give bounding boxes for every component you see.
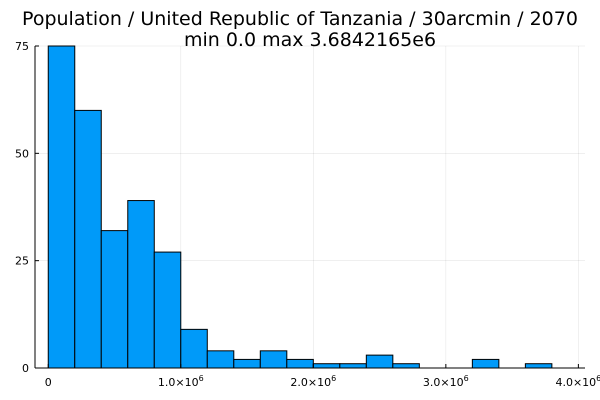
histogram-bar: [365, 354, 394, 369]
histogram-bar: [233, 358, 261, 369]
histogram-bar: [471, 358, 500, 369]
x-tick-label: 0: [45, 376, 52, 389]
histogram-bar: [180, 328, 208, 369]
x-tick-label: 4.0×106: [555, 374, 600, 389]
bars-layer: [47, 45, 553, 369]
y-tick-label: 75: [15, 40, 29, 53]
histogram-bar: [153, 251, 182, 369]
histogram-bar: [524, 363, 553, 369]
histogram-bar: [127, 200, 155, 369]
x-tick-label: 1.0×106: [158, 374, 204, 389]
y-tick-label: 25: [15, 255, 29, 268]
x-tick-label: 3.0×106: [423, 374, 469, 389]
histogram-bar: [47, 45, 76, 369]
histogram-bar: [206, 350, 235, 369]
histogram-bar: [100, 230, 129, 369]
y-tick-label: 50: [15, 147, 29, 160]
histogram-bar: [259, 350, 288, 369]
histogram-bar: [339, 363, 367, 369]
histogram-bar: [312, 363, 341, 369]
histogram-bar: [392, 363, 420, 369]
histogram-bar: [74, 109, 102, 369]
axes-layer: [34, 46, 585, 369]
chart-title-line2: min 0.0 max 3.6842165e6: [184, 29, 436, 51]
histogram-bar: [286, 358, 314, 369]
x-tick-label: 2.0×106: [290, 374, 336, 389]
chart-title-line1: Population / United Republic of Tanzania…: [22, 8, 578, 30]
y-tick-label: 0: [22, 362, 29, 375]
ticks-layer: 0 1.0×106 2.0×106 3.0×106 4.0×106 0 25 50 75: [15, 40, 600, 389]
